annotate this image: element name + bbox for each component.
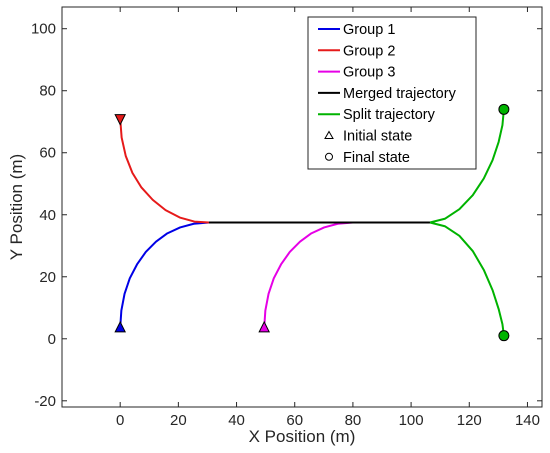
y-tick-label: 0	[48, 331, 56, 348]
legend-label: Final state	[343, 150, 410, 166]
y-tick-label: 100	[31, 21, 56, 38]
x-tick-label: 120	[457, 412, 482, 429]
final-state-marker	[498, 330, 510, 342]
x-tick-label: 0	[116, 412, 124, 429]
legend-label: Merged trajectory	[343, 86, 457, 102]
legend-triangle-icon	[324, 130, 334, 139]
y-tick-label: 80	[39, 83, 56, 100]
y-tick-label: 20	[39, 269, 56, 286]
series-line-2	[263, 221, 353, 328]
ticks-layer: 0 20 40 60 80 100 120 140 -20 0 20 40 60 80 100	[31, 7, 542, 429]
x-axis-label: X Position (m)	[249, 427, 356, 446]
axes-layer	[61, 6, 543, 408]
x-tick-label: 100	[399, 412, 424, 429]
legend-label: Group 1	[343, 22, 395, 38]
axes-box	[61, 6, 543, 408]
legend-label: Split trajectory	[343, 107, 436, 123]
x-tick-label: 40	[228, 412, 245, 429]
series-layer	[119, 109, 505, 336]
legend-label: Group 2	[343, 43, 395, 59]
x-tick-label: 60	[286, 412, 303, 429]
x-tick-label: 20	[170, 412, 187, 429]
y-tick-label: -20	[34, 393, 56, 410]
series-line-5	[429, 221, 505, 336]
y-tick-label: 40	[39, 207, 56, 224]
legend-label: Initial state	[343, 129, 412, 145]
initial-state-marker	[114, 320, 126, 333]
series-line-4	[429, 109, 505, 224]
legend: Group 1 Group 2 Group 3 Merged trajectory Sp…	[307, 16, 477, 170]
series-line-0	[119, 221, 209, 328]
final-state-marker	[498, 103, 510, 115]
series-line-1	[119, 118, 209, 224]
initial-state-marker	[114, 114, 126, 126]
marker-layer	[114, 103, 510, 342]
y-tick-label: 60	[39, 145, 56, 162]
y-axis-label: Y Position (m)	[7, 154, 26, 260]
x-tick-label: 140	[515, 412, 540, 429]
legend-circle-icon	[325, 152, 333, 161]
initial-state-marker	[258, 320, 270, 333]
legend-label: Group 3	[343, 65, 395, 81]
x-tick-label: 80	[345, 412, 362, 429]
